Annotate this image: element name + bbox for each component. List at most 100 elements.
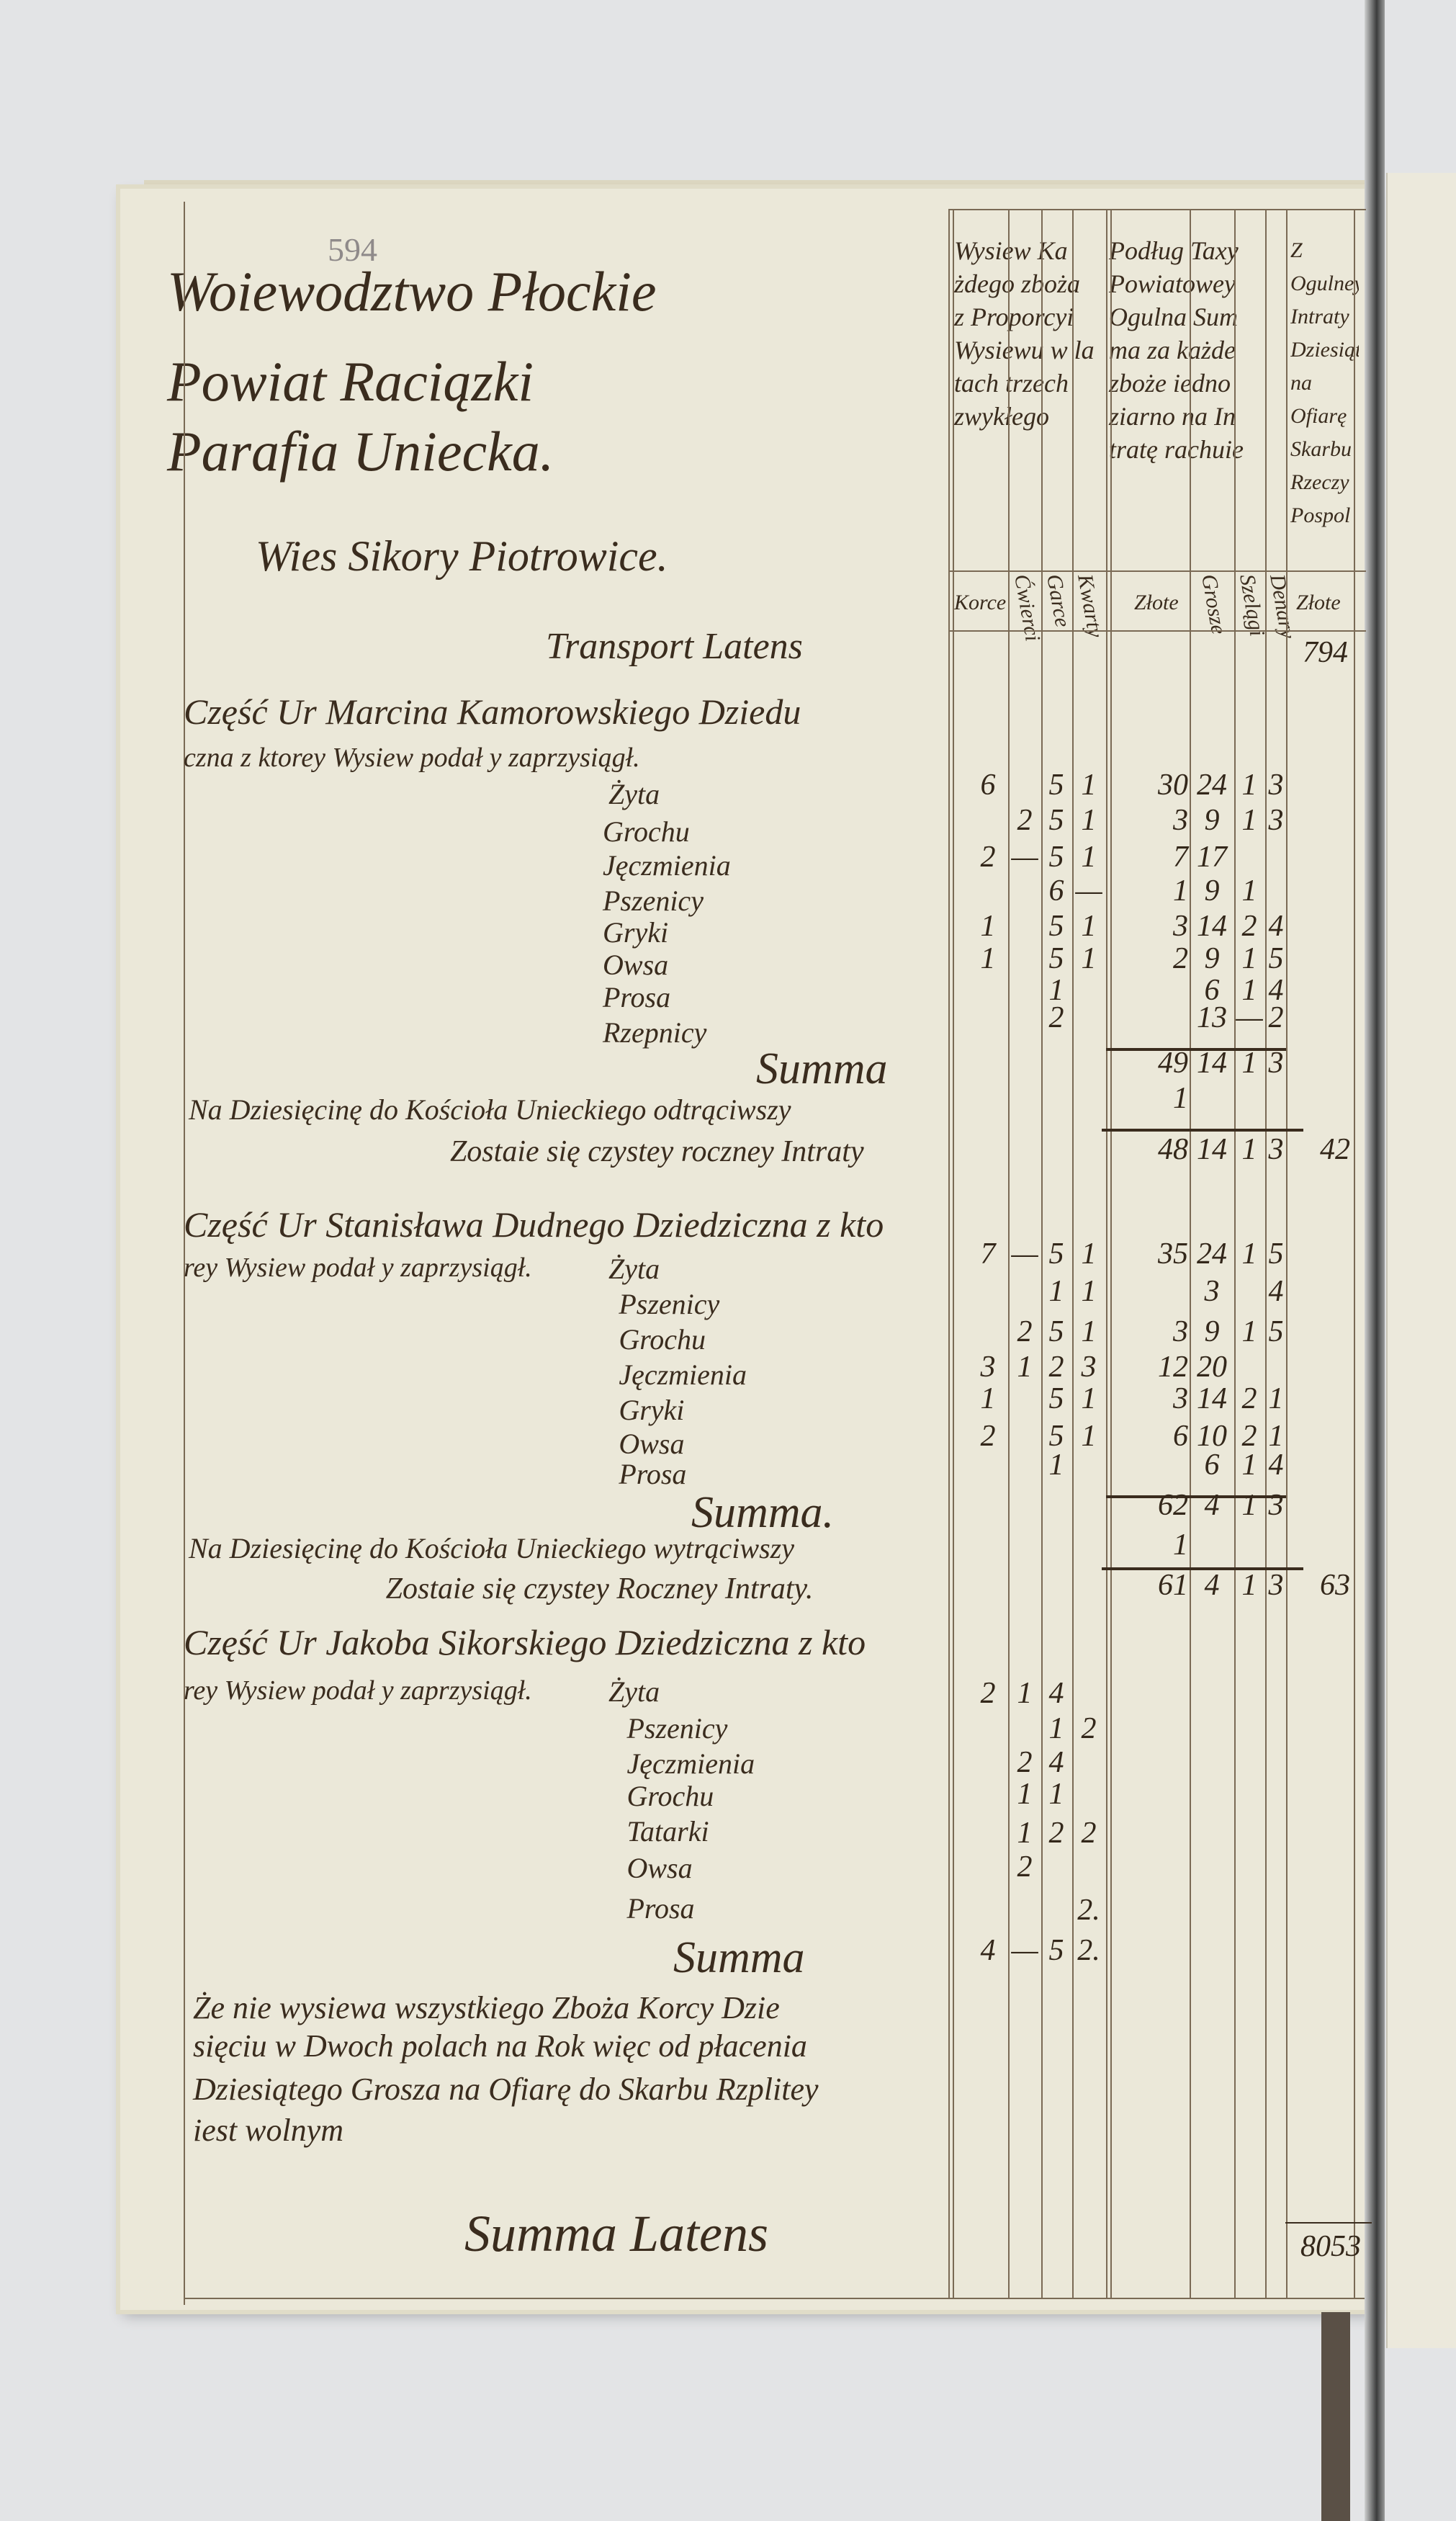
grain-label: Tatarki — [626, 1814, 709, 1848]
tax-denary: 5 — [1268, 941, 1284, 975]
column-rule — [1110, 209, 1112, 2298]
tax-grosze: 9 — [1204, 941, 1220, 975]
tax-grosze: 24 — [1197, 768, 1227, 802]
column-rule — [1354, 209, 1355, 2298]
sowing-korce: 1 — [980, 1382, 996, 1416]
tax-denary: 4 — [1268, 1274, 1284, 1308]
tax-zlote: 2 — [1173, 941, 1188, 975]
adjacent-page — [1386, 173, 1456, 2348]
tax-denary: 2 — [1268, 1001, 1284, 1035]
note-line: sięciu w Dwoch polach na Rok więc od pła… — [193, 2028, 807, 2064]
grain-label: Pszenicy — [603, 884, 704, 917]
sowing-garce: 1 — [1048, 1711, 1064, 1745]
footer-value: 8053 — [1300, 2230, 1361, 2263]
summa-sowing-kwarty: 2. — [1077, 1933, 1100, 1967]
net-grosze: 14 — [1197, 1133, 1227, 1167]
sowing-garce: 5 — [1048, 910, 1064, 944]
sowing-garce: 1 — [1048, 1274, 1064, 1308]
tax-szelagi: 1 — [1241, 941, 1257, 975]
tax-grosze: 10 — [1197, 1419, 1227, 1453]
tax-szelagi: 1 — [1241, 1315, 1257, 1348]
note-line: Że nie wysiewa wszystkiego Zboża Korcy D… — [193, 1990, 780, 2025]
sowing-kwarty: 1 — [1081, 1274, 1097, 1308]
grain-label: Gryki — [603, 916, 669, 949]
village-name: Wies Sikory Piotrowice. — [256, 532, 668, 580]
sowing-garce: 5 — [1048, 1419, 1064, 1453]
sowing-garce: 5 — [1048, 803, 1064, 837]
grain-label: Grochu — [626, 1779, 714, 1812]
tax-denary: 4 — [1268, 974, 1284, 1008]
tax-szelagi: 1 — [1241, 874, 1257, 908]
sowing-kwarty: 1 — [1081, 941, 1097, 975]
summa-zlote: 49 — [1158, 1046, 1188, 1080]
column-rule — [1072, 209, 1074, 2298]
grain-label: Gryki — [619, 1394, 685, 1427]
tax-szelagi: 2 — [1241, 1419, 1257, 1453]
sowing-korce: 3 — [980, 1350, 996, 1384]
tax-szelagi: 2 — [1241, 1382, 1257, 1416]
tax-grosze: 14 — [1197, 1382, 1227, 1416]
net-denary: 3 — [1268, 1133, 1284, 1167]
tax-grosze: 3 — [1204, 1274, 1220, 1308]
net-szelagi: 1 — [1241, 1569, 1257, 1603]
tax-grosze: 14 — [1197, 910, 1227, 944]
net-label: Zostaie się czystey Roczney Intraty. — [385, 1572, 814, 1606]
net-szelagi: 1 — [1241, 1133, 1257, 1167]
sowing-cwierci: 2 — [1017, 803, 1033, 837]
section-title-line: czna z ktorey Wysiew podał y zaprzysiągł… — [184, 743, 640, 774]
net-zlote: 48 — [1158, 1133, 1188, 1167]
column-rule — [1190, 209, 1191, 2298]
column-rule — [948, 209, 950, 2298]
sowing-cwierci: 2 — [1017, 1745, 1033, 1779]
summa-szelagi: 1 — [1241, 1046, 1257, 1080]
tax-grosze: 6 — [1204, 974, 1220, 1008]
tax-szelagi: 1 — [1241, 1448, 1257, 1482]
header-tenth: Z Ogulney Intraty Dziesiątego na Ofiarę … — [1290, 238, 1359, 527]
sowing-garce: 1 — [1048, 974, 1064, 1008]
header-rule — [948, 209, 1366, 210]
tax-szelagi: 1 — [1241, 768, 1257, 802]
grain-label: Prosa — [619, 1458, 687, 1491]
sowing-garce: 5 — [1048, 768, 1064, 802]
tax-grosze: 9 — [1204, 803, 1220, 837]
tax-denary: 5 — [1268, 1237, 1284, 1271]
tax-grosze: 13 — [1197, 1001, 1227, 1035]
sowing-cwierci: 2 — [1017, 1850, 1033, 1884]
transport-value: 794 — [1303, 636, 1348, 669]
sowing-garce: 2 — [1048, 1001, 1064, 1035]
sowing-kwarty: 2 — [1081, 1711, 1097, 1745]
tax-zlote: 3 — [1173, 1382, 1188, 1416]
tax-grosze: 17 — [1197, 841, 1227, 874]
net-grosze: 4 — [1204, 1569, 1220, 1603]
sowing-cwierci: 1 — [1017, 1778, 1033, 1812]
heading-voivodeship: Woiewodztwo Płockie — [167, 260, 657, 323]
sowing-korce: 2 — [980, 1419, 996, 1453]
sowing-kwarty: 1 — [1081, 1382, 1097, 1416]
section-title-line: Część Ur Marcina Kamorowskiego Dziedu — [184, 691, 801, 732]
unit-header-4: Złote — [1134, 591, 1179, 614]
tax-zlote: 6 — [1173, 1419, 1188, 1453]
sowing-kwarty: 1 — [1081, 1315, 1097, 1348]
summa-label: Summa — [673, 1933, 805, 1983]
tax-denary: 5 — [1268, 1315, 1284, 1348]
grain-label: Owsa — [603, 948, 669, 981]
grain-label: Żyta — [608, 778, 660, 811]
tax-zlote: 3 — [1173, 803, 1188, 837]
unit-header-8: Złote — [1296, 591, 1341, 614]
grain-label: Jęczmienia — [626, 1747, 755, 1781]
grain-label: Prosa — [603, 980, 671, 1013]
left-margin-rule — [184, 202, 185, 2305]
summa-denary: 3 — [1268, 1046, 1284, 1080]
book-spine — [1321, 2312, 1350, 2521]
tax-zlote: 1 — [1173, 874, 1188, 908]
tax-szelagi: 1 — [1241, 974, 1257, 1008]
section-title-line: Część Ur Jakoba Sikorskiego Dziedziczna … — [184, 1622, 866, 1663]
summa-grosze: 14 — [1197, 1046, 1227, 1080]
summa-sowing-garce: 5 — [1048, 1933, 1064, 1967]
column-rule — [953, 209, 954, 2298]
tenth-zlote: 42 — [1320, 1133, 1350, 1167]
grain-label: Jęczmienia — [619, 1358, 747, 1392]
sowing-kwarty: 1 — [1081, 803, 1097, 837]
grain-label: Pszenicy — [619, 1287, 720, 1320]
sowing-garce: 4 — [1048, 1745, 1064, 1779]
